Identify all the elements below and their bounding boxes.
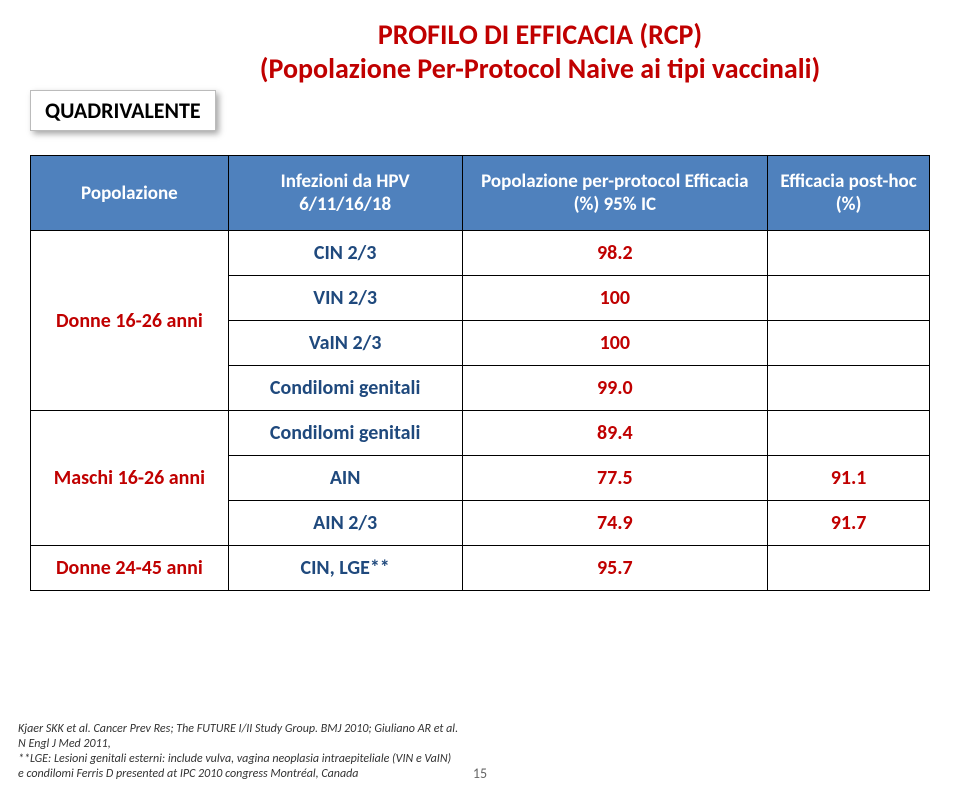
endpoint-cell: VIN 2/3 [228, 276, 462, 321]
posthoc-cell [768, 231, 930, 276]
header-efficacia: Popolazione per-protocol Efficacia (%) 9… [462, 156, 768, 231]
table-header-row: Popolazione Infezioni da HPV 6/11/16/18 … [31, 156, 930, 231]
group-label: Donne 16-26 anni [31, 231, 229, 411]
posthoc-cell: 91.7 [768, 501, 930, 546]
group-label: Maschi 16-26 anni [31, 411, 229, 546]
value-cell: 89.4 [462, 411, 768, 456]
posthoc-cell [768, 546, 930, 591]
value-cell: 98.2 [462, 231, 768, 276]
endpoint-cell: Condilomi genitali [228, 411, 462, 456]
efficacy-table-wrap: Popolazione Infezioni da HPV 6/11/16/18 … [30, 155, 930, 591]
endpoint-cell: CIN, LGE** [228, 546, 462, 591]
header-posthoc: Efficacia post-hoc (%) [768, 156, 930, 231]
value-cell: 100 [462, 321, 768, 366]
endpoint-cell: Condilomi genitali [228, 366, 462, 411]
badge-quadrivalente: QUADRIVALENTE [30, 90, 216, 131]
value-cell: 100 [462, 276, 768, 321]
group-label: Donne 24-45 anni [31, 546, 229, 591]
table-row: Donne 24-45 anniCIN, LGE**95.7 [31, 546, 930, 591]
table-body: Donne 16-26 anniCIN 2/398.2VIN 2/3100VaI… [31, 231, 930, 591]
posthoc-cell [768, 411, 930, 456]
header-popolazione: Popolazione [31, 156, 229, 231]
value-cell: 95.7 [462, 546, 768, 591]
posthoc-cell [768, 276, 930, 321]
title-line-2: (Popolazione Per-Protocol Naive ai tipi … [150, 52, 930, 86]
value-cell: 74.9 [462, 501, 768, 546]
endpoint-cell: AIN [228, 456, 462, 501]
title-line-1: PROFILO DI EFFICACIA (RCP) [150, 18, 930, 52]
efficacy-table: Popolazione Infezioni da HPV 6/11/16/18 … [30, 155, 930, 591]
ref-line-1: Kjaer SKK et al. Cancer Prev Res; The FU… [18, 722, 942, 737]
page-number: 15 [473, 765, 487, 782]
posthoc-cell [768, 366, 930, 411]
ref-line-2: N Engl J Med 2011, [18, 737, 942, 752]
value-cell: 99.0 [462, 366, 768, 411]
posthoc-cell [768, 321, 930, 366]
title-block: PROFILO DI EFFICACIA (RCP) (Popolazione … [150, 18, 930, 85]
value-cell: 77.5 [462, 456, 768, 501]
header-infezioni: Infezioni da HPV 6/11/16/18 [228, 156, 462, 231]
endpoint-cell: CIN 2/3 [228, 231, 462, 276]
posthoc-cell: 91.1 [768, 456, 930, 501]
table-row: Maschi 16-26 anniCondilomi genitali89.4 [31, 411, 930, 456]
endpoint-cell: VaIN 2/3 [228, 321, 462, 366]
table-row: Donne 16-26 anniCIN 2/398.2 [31, 231, 930, 276]
endpoint-cell: AIN 2/3 [228, 501, 462, 546]
